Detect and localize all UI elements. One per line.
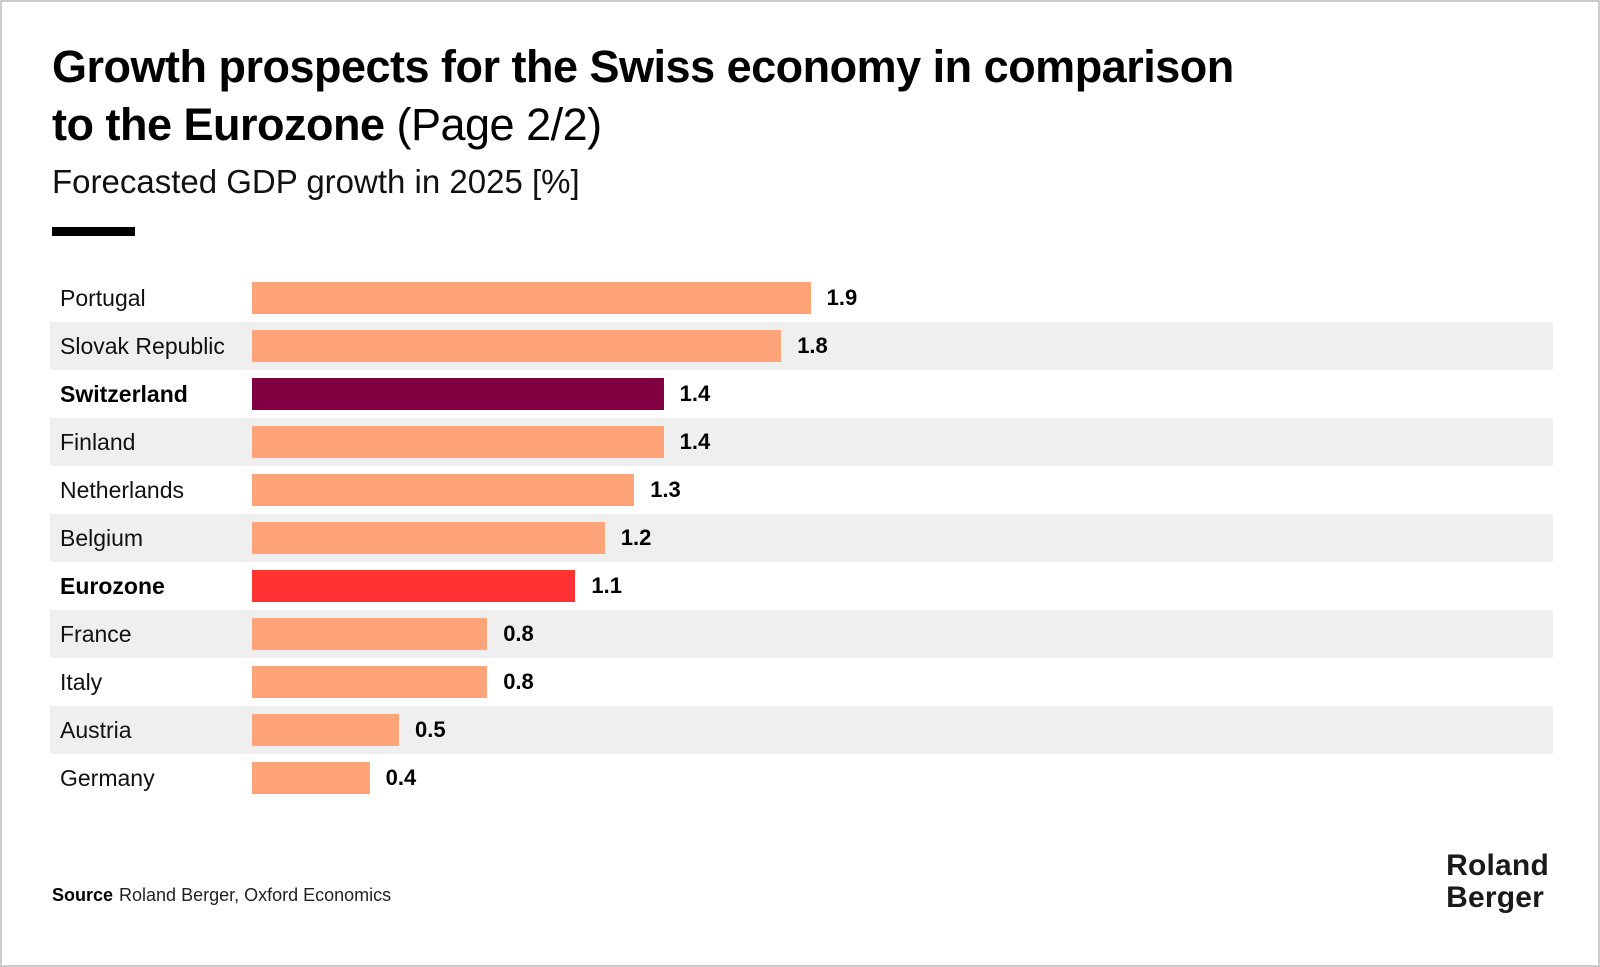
page-title: Growth prospects for the Swiss economy i… xyxy=(52,38,1538,154)
chart-subtitle: Forecasted GDP growth in 2025 [%] xyxy=(52,163,580,200)
bar xyxy=(252,714,399,746)
title-underline-dash xyxy=(52,227,135,236)
row-label: Germany xyxy=(60,764,155,791)
bar xyxy=(252,282,811,314)
chart-row: Austria 0.5 xyxy=(50,706,1553,754)
source-line: Source Roland Berger, Oxford Economics xyxy=(52,885,391,906)
bar-value-label: 1.4 xyxy=(679,429,711,454)
bar-value-label: 0.4 xyxy=(385,765,417,790)
bar xyxy=(252,378,664,410)
bar-value-label: 0.8 xyxy=(503,669,534,694)
bar-area: 1.2 xyxy=(252,514,1553,562)
row-label: Netherlands xyxy=(60,476,185,503)
chart-row: Finland 1.4 xyxy=(50,418,1553,466)
bar-value-label: 0.8 xyxy=(503,621,534,646)
title-line1: Growth prospects for the Swiss economy i… xyxy=(52,41,1234,92)
bar xyxy=(252,474,635,506)
source-text: Roland Berger, Oxford Economics xyxy=(119,885,392,905)
source-label: Source xyxy=(52,885,114,905)
gdp-growth-bar-chart: Portugal 1.9 Slovak Republic 1.8 Switzerland… xyxy=(50,274,1553,802)
bar-value-label: 0.5 xyxy=(415,717,446,742)
chart-row: Eurozone 1.1 xyxy=(50,562,1553,610)
bar-area: 1.4 xyxy=(252,418,1553,466)
logo-line2: Berger xyxy=(1446,881,1545,914)
row-label: Eurozone xyxy=(60,572,165,599)
bar-area: 0.5 xyxy=(252,706,1553,754)
bar xyxy=(252,330,782,362)
bar-value-label: 1.3 xyxy=(650,477,681,502)
chart-row: Netherlands 1.3 xyxy=(50,466,1553,514)
bar xyxy=(252,762,370,794)
chart-row: Switzerland 1.4 xyxy=(50,370,1553,418)
logo-line1: Roland xyxy=(1446,849,1549,882)
row-label: Finland xyxy=(60,428,136,455)
row-label: France xyxy=(60,620,132,647)
row-label: Austria xyxy=(60,716,132,743)
bar-area: 0.8 xyxy=(252,658,1553,706)
bar-value-label: 1.1 xyxy=(591,573,622,598)
bar-area: 1.8 xyxy=(252,322,1553,370)
chart-row: Germany 0.4 xyxy=(50,754,1553,802)
roland-berger-logo: Roland Berger xyxy=(1446,850,1549,914)
bar-area: 1.3 xyxy=(252,466,1553,514)
bar-value-label: 1.9 xyxy=(826,285,858,310)
chart-row: Belgium 1.2 xyxy=(50,514,1553,562)
bar-value-label: 1.2 xyxy=(620,525,652,550)
row-label: Portugal xyxy=(60,284,146,311)
bar-area: 1.4 xyxy=(252,370,1553,418)
header: Growth prospects for the Swiss economy i… xyxy=(52,38,1538,202)
chart-row: France 0.8 xyxy=(50,610,1553,658)
bar xyxy=(252,666,488,698)
row-label: Switzerland xyxy=(60,380,188,407)
bar xyxy=(252,426,664,458)
chart-row: Slovak Republic 1.8 xyxy=(50,322,1553,370)
bar-area: 1.1 xyxy=(252,562,1553,610)
bar-area: 1.9 xyxy=(252,274,1553,322)
bar-value-label: 1.8 xyxy=(797,333,828,358)
row-label: Slovak Republic xyxy=(60,332,225,359)
row-label: Belgium xyxy=(60,524,144,551)
title-line2-bold: to the Eurozone xyxy=(52,99,385,150)
title-page-indicator: (Page 2/2) xyxy=(384,99,602,150)
bar-area: 0.8 xyxy=(252,610,1553,658)
chart-row: Portugal 1.9 xyxy=(50,274,1553,322)
bar-area: 0.4 xyxy=(252,754,1553,802)
bar xyxy=(252,522,605,554)
chart-row: Italy 0.8 xyxy=(50,658,1553,706)
row-label: Italy xyxy=(60,668,103,695)
bar-value-label: 1.4 xyxy=(679,381,711,406)
bar xyxy=(252,618,488,650)
bar xyxy=(252,570,576,602)
